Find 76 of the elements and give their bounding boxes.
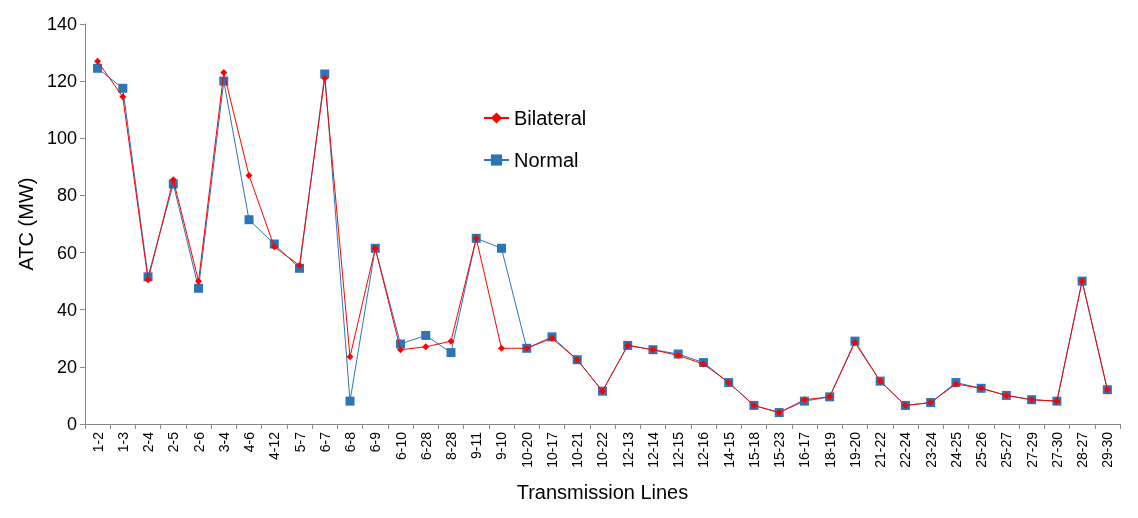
point <box>497 344 505 352</box>
x-tick-label: 14-15 <box>720 431 737 468</box>
point <box>194 283 204 293</box>
x-tick-label: 29-30 <box>1099 431 1116 468</box>
point <box>144 276 152 284</box>
point <box>296 261 304 269</box>
legend-label: Bilateral <box>514 107 587 129</box>
x-tick-label: 15-23 <box>771 431 788 468</box>
x-tick-label: 6-28 <box>417 431 434 461</box>
point <box>345 396 355 406</box>
point <box>93 63 103 73</box>
point <box>119 93 127 101</box>
x-tick-label: 25-26 <box>973 431 990 468</box>
x-tick-label: 6-7 <box>316 431 333 453</box>
x-tick-label: 24-25 <box>947 431 964 468</box>
x-tick-label: 21-22 <box>872 431 889 468</box>
x-tick-label: 2-5 <box>165 431 182 453</box>
x-tick-label: 2-4 <box>140 431 157 453</box>
x-tick-label: 1-3 <box>114 431 131 453</box>
y-tick-label: 100 <box>46 128 77 149</box>
x-tick-label: 2-6 <box>190 431 207 453</box>
y-tick-label: 20 <box>56 356 77 377</box>
point <box>397 346 404 354</box>
x-tick-label: 10-21 <box>569 431 586 468</box>
point <box>118 83 128 93</box>
x-tick-label: 16-17 <box>796 431 813 468</box>
point <box>321 74 329 82</box>
y-tick-label: 120 <box>46 71 77 92</box>
x-tick-label: 12-13 <box>619 431 636 468</box>
y-tick-label: 80 <box>56 185 77 206</box>
y-tick-label: 60 <box>56 242 77 263</box>
x-tick-label: 12-16 <box>695 431 712 468</box>
x-tick-label: 10-22 <box>594 431 611 468</box>
x-tick-label: 15-18 <box>745 431 762 468</box>
x-tick-label: 25-27 <box>998 431 1015 468</box>
point <box>169 176 177 184</box>
x-tick-label: 8-28 <box>442 431 459 461</box>
x-tick-label: 9-10 <box>493 431 510 461</box>
x-tick-label: 1-2 <box>89 431 106 453</box>
y-tick-label: 0 <box>66 414 77 434</box>
x-tick-label: 6-10 <box>392 431 409 461</box>
point <box>195 277 203 285</box>
x-tick-label: 9-11 <box>468 431 485 459</box>
x-axis-title: Transmission Lines <box>516 481 689 503</box>
x-tick-label: 19-20 <box>846 431 863 468</box>
point <box>94 57 102 65</box>
x-tick-label: 27-29 <box>1023 431 1040 468</box>
point <box>496 243 506 253</box>
legend-label: Normal <box>514 149 579 171</box>
x-tick-label: 4-12 <box>266 431 283 461</box>
x-tick-label: 6-9 <box>367 431 384 453</box>
y-axis-title: ATC (MW) <box>15 177 37 271</box>
x-tick-label: 6-8 <box>342 431 359 453</box>
x-tick-label: 5-7 <box>291 431 308 453</box>
point <box>220 69 228 77</box>
x-tick-label: 12-14 <box>644 431 661 468</box>
point <box>446 348 456 358</box>
x-tick-label: 3-4 <box>215 431 232 453</box>
x-tick-label: 10-17 <box>543 431 560 468</box>
point <box>447 337 455 345</box>
x-tick-label: 12-15 <box>670 431 687 468</box>
x-tick-label: 23-24 <box>922 431 939 468</box>
x-tick-label: 4-6 <box>241 431 258 453</box>
x-tick-label: 27-30 <box>1048 431 1065 468</box>
x-tick-label: 18-19 <box>821 431 838 468</box>
point <box>346 353 354 361</box>
point <box>421 330 431 340</box>
x-tick-label: 22-24 <box>897 431 914 468</box>
x-tick-label: 10-20 <box>518 431 535 468</box>
point <box>270 243 278 251</box>
point <box>244 215 254 225</box>
point <box>422 343 430 351</box>
point <box>245 171 253 179</box>
y-tick-label: 40 <box>56 299 77 320</box>
y-tick-label: 140 <box>46 14 77 34</box>
x-tick-label: 28-27 <box>1074 431 1091 468</box>
